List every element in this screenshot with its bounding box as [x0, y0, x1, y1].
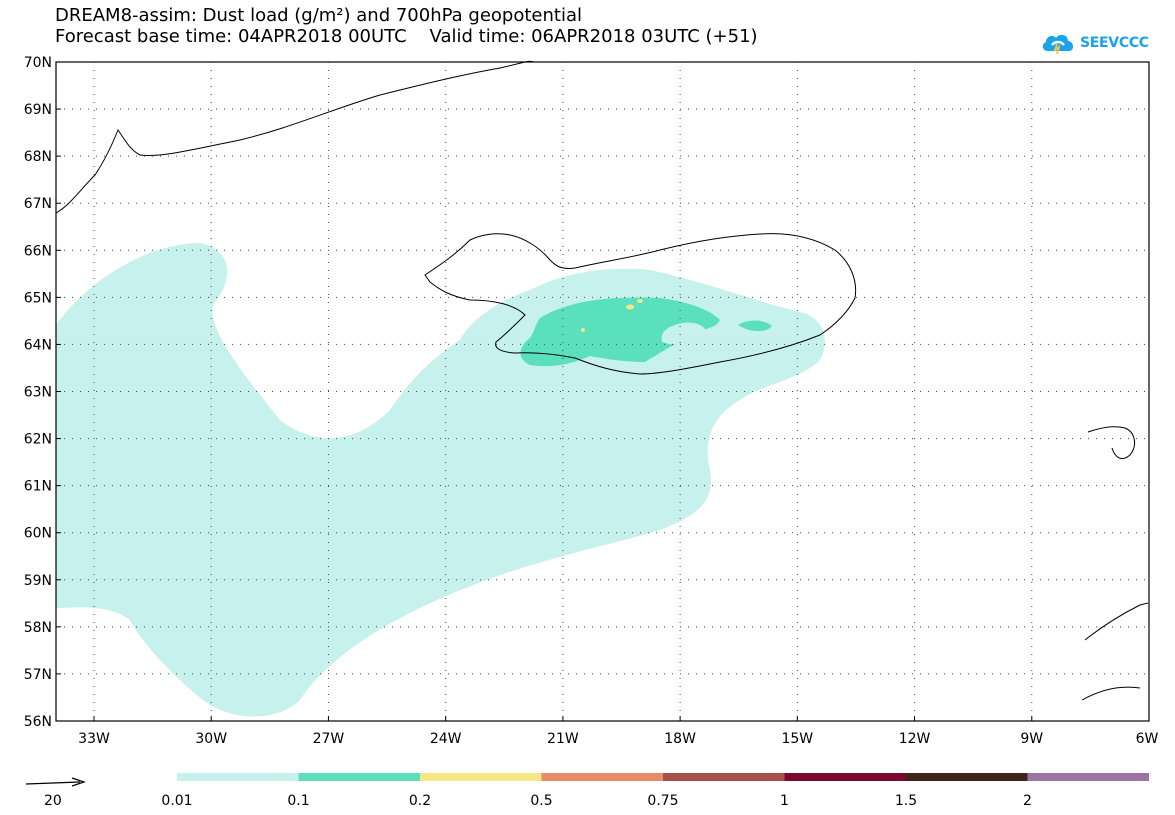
dust-field-0.2-spot — [637, 299, 643, 303]
lon-label: 15W — [781, 731, 813, 747]
legend-threshold-label: 2 — [1023, 793, 1032, 809]
legend-threshold-label: 0.5 — [530, 793, 552, 809]
lat-label: 66N — [24, 243, 52, 259]
lat-label: 62N — [24, 432, 52, 448]
map-title: DREAM8-assim: Dust load (g/m²) and 700hP… — [55, 5, 582, 26]
lat-label: 59N — [24, 573, 52, 589]
legend-swatch — [298, 773, 420, 781]
longitude-labels: 33W 30W 27W 24W 21W 18W 15W 12W 9W 6W — [78, 731, 1158, 747]
coastline-greenland — [55, 60, 535, 214]
coastline-faroe — [1087, 426, 1136, 459]
legend-swatch — [541, 773, 663, 781]
legend-threshold-label: 0.2 — [409, 793, 431, 809]
lat-label: 67N — [24, 196, 52, 212]
legend-swatch — [906, 773, 1028, 781]
legend-threshold-label: 0.01 — [161, 793, 192, 809]
logo-text: SEEVCCC — [1080, 35, 1149, 51]
vector-ref-label: 20 — [44, 793, 62, 809]
legend-swatch — [420, 773, 542, 781]
legend-swatch — [784, 773, 906, 781]
lat-label: 61N — [24, 479, 52, 495]
lon-label: 33W — [78, 731, 110, 747]
lat-label: 65N — [24, 290, 52, 306]
lat-label: 70N — [24, 55, 52, 71]
seevccc-logo: SEEVCCC — [1040, 30, 1149, 56]
lon-label: 18W — [664, 731, 696, 747]
lon-label: 9W — [1020, 731, 1043, 747]
reference-vector: 20 — [25, 777, 86, 809]
lon-label: 24W — [430, 731, 462, 747]
cloud-icon — [1042, 34, 1074, 55]
lat-label: 58N — [24, 620, 52, 636]
lat-label: 64N — [24, 337, 52, 353]
lon-label: 21W — [547, 731, 579, 747]
latitude-labels: 70N 69N 68N 67N 66N 65N 64N 63N 62N 61N 60N 59N 58N 5… — [24, 55, 52, 730]
dust-field-0.1-east — [738, 320, 772, 332]
graticule — [56, 61, 1150, 722]
forecast-times: Forecast base time: 04APR2018 00UTC Vali… — [55, 26, 758, 47]
lat-label: 69N — [24, 102, 52, 118]
lon-label: 30W — [195, 731, 227, 747]
lon-label: 6W — [1136, 731, 1159, 747]
lat-label: 68N — [24, 149, 52, 165]
legend-threshold-label: 1.5 — [895, 793, 917, 809]
lon-label: 27W — [313, 731, 345, 747]
legend-swatch — [1027, 773, 1149, 781]
coastlines — [55, 60, 1149, 701]
lat-label: 60N — [24, 526, 52, 542]
legend-threshold-label: 0.1 — [287, 793, 309, 809]
dust-field-0.2-spot — [581, 328, 585, 332]
coastline-scotland — [1081, 602, 1149, 701]
lat-label: 63N — [24, 385, 52, 401]
legend-threshold-label: 0.75 — [647, 793, 678, 809]
color-legend: 0.01 0.1 0.2 0.5 0.75 1 1.5 2 — [161, 773, 1149, 809]
legend-threshold-label: 1 — [780, 793, 789, 809]
legend-swatch — [177, 773, 299, 781]
lat-label: 56N — [24, 714, 52, 730]
coastline-iceland — [424, 233, 857, 375]
dust-field-0.1-hole — [661, 322, 707, 345]
lat-label: 57N — [24, 667, 52, 683]
dust-field-0.2-spot — [626, 304, 634, 310]
dust-field-0.1 — [520, 297, 720, 367]
legend-swatch — [663, 773, 785, 781]
lon-label: 12W — [899, 731, 931, 747]
